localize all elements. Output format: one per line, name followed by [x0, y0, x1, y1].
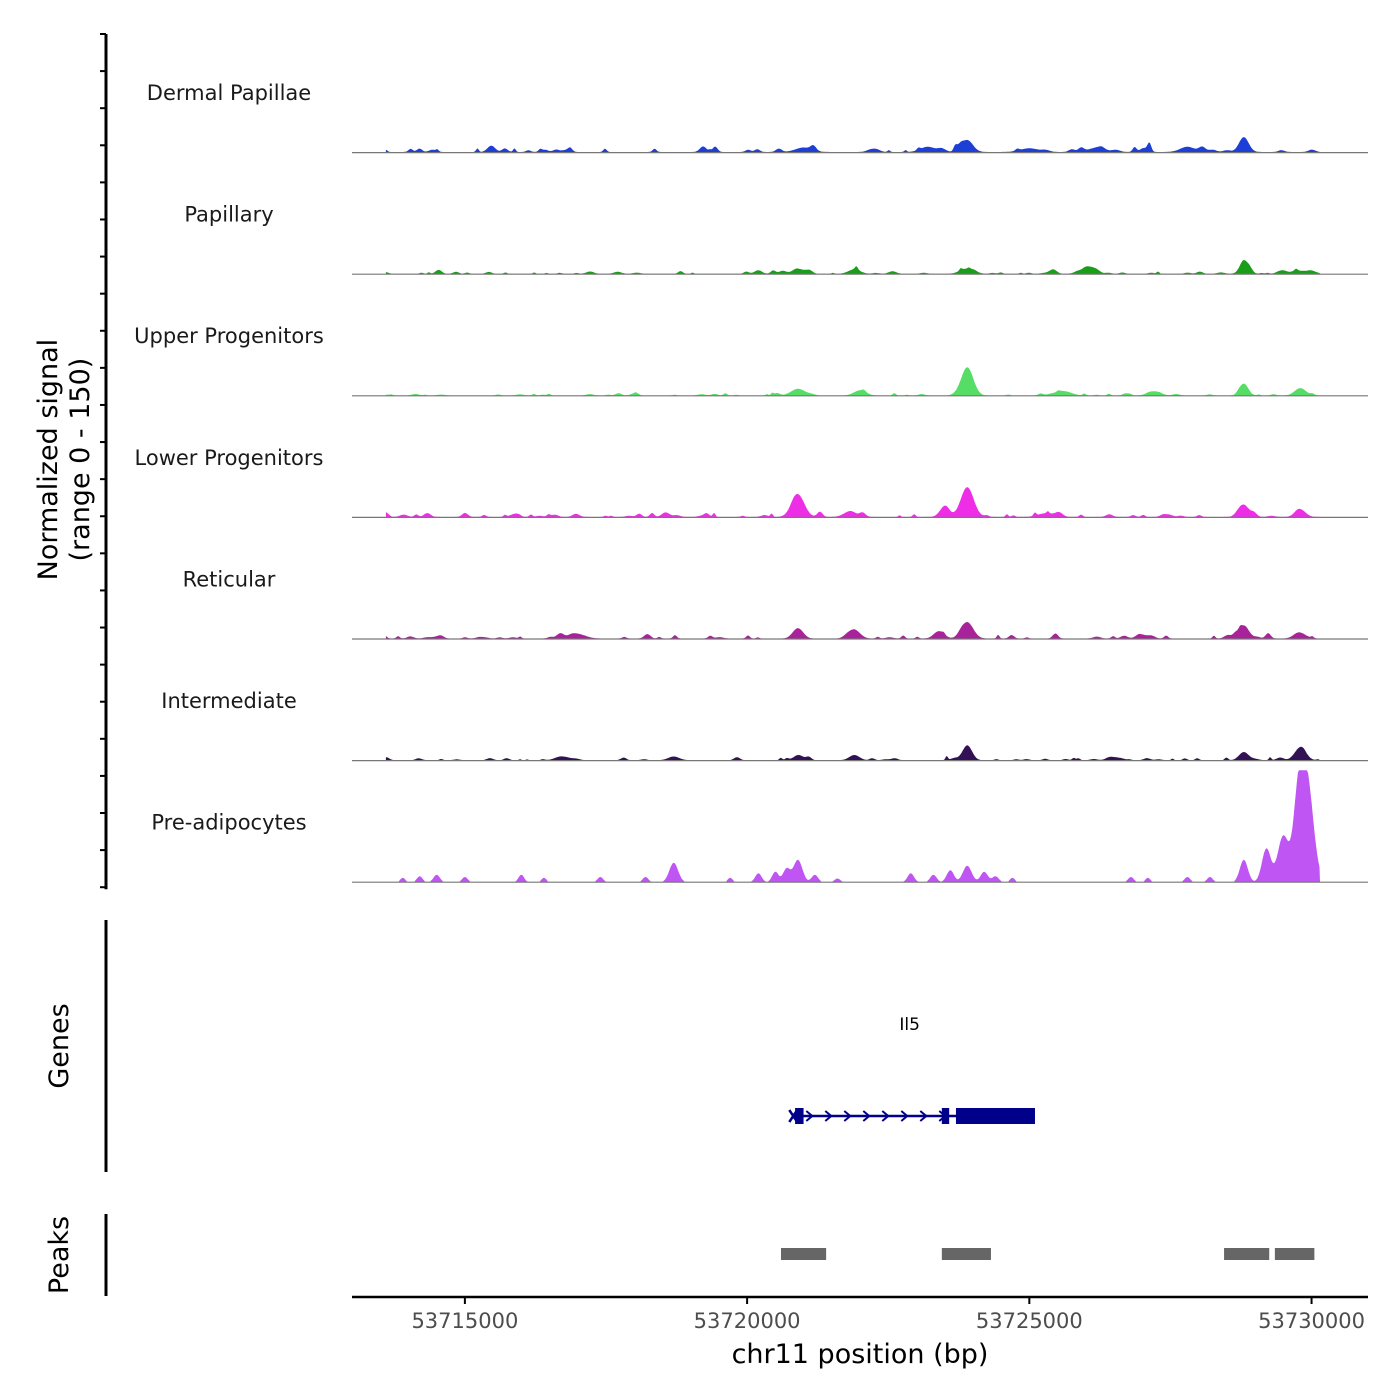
track-label: Reticular — [183, 567, 276, 591]
strand-arrow — [824, 1110, 833, 1122]
signal-tracks: Dermal Papillae Papillary Upper Progenitor… — [134, 81, 1368, 883]
x-tick-label: 53720000 — [694, 1309, 801, 1333]
signal-area — [385, 622, 1320, 639]
strand-arrow — [862, 1110, 871, 1122]
track-reticular: Reticular — [183, 567, 1368, 640]
track-label: Intermediate — [161, 689, 297, 713]
signal-axis-title-line: Normalized signal — [33, 339, 64, 581]
strand-arrow — [919, 1110, 928, 1122]
signal-area — [385, 367, 1320, 396]
strand-arrow — [900, 1110, 909, 1122]
peak-region — [941, 1248, 991, 1260]
x-tick-label: 53725000 — [976, 1309, 1083, 1333]
x-tick-label: 53715000 — [411, 1309, 518, 1333]
gene-name-label: Il5 — [899, 1015, 920, 1035]
track-label: Pre-adipocytes — [151, 811, 306, 835]
signal-y-axis: Normalized signal(range 0 - 150) — [33, 33, 108, 890]
strand-arrow — [881, 1110, 890, 1122]
track-label: Papillary — [184, 203, 273, 227]
signal-area — [385, 487, 1320, 518]
track-label: Dermal Papillae — [147, 81, 311, 105]
strand-arrow — [805, 1110, 814, 1122]
gene-track-title: Genes — [44, 1003, 75, 1088]
x-axis-title: chr11 position (bp) — [732, 1339, 989, 1370]
strand-arrow — [843, 1110, 852, 1122]
track-lower-progenitors: Lower Progenitors — [135, 446, 1368, 519]
signal-area — [385, 260, 1320, 275]
x-axis: 53715000 53720000 53725000 53730000 chr11 po… — [352, 1295, 1368, 1370]
gene-exon — [795, 1108, 804, 1124]
signal-area — [385, 770, 1320, 883]
signal-area — [385, 137, 1320, 153]
signal-area — [385, 745, 1320, 761]
peak-track: Peaks — [44, 1214, 1315, 1296]
track-papillary: Papillary — [184, 203, 1368, 275]
gene-exon — [941, 1108, 950, 1124]
track-intermediate: Intermediate — [161, 689, 1368, 762]
track-pre-adipocytes: Pre-adipocytes — [151, 770, 1368, 883]
peak-track-title: Peaks — [44, 1216, 75, 1294]
peak-region — [780, 1248, 827, 1260]
gene-exon — [955, 1108, 1035, 1124]
peak-region — [1274, 1248, 1315, 1260]
signal-axis-title: Normalized signal(range 0 - 150) — [33, 339, 96, 581]
track-dermal-papillae: Dermal Papillae — [147, 81, 1368, 154]
gene-track: Genes Il5 — [44, 920, 1035, 1172]
peak-region — [1224, 1248, 1270, 1260]
track-label: Upper Progenitors — [134, 324, 324, 348]
x-tick-label: 53730000 — [1258, 1309, 1365, 1333]
gene-il5: Il5 — [788, 1015, 1035, 1124]
track-label: Lower Progenitors — [135, 446, 324, 470]
track-upper-progenitors: Upper Progenitors — [134, 324, 1368, 397]
signal-axis-title-line: (range 0 - 150) — [65, 358, 96, 562]
